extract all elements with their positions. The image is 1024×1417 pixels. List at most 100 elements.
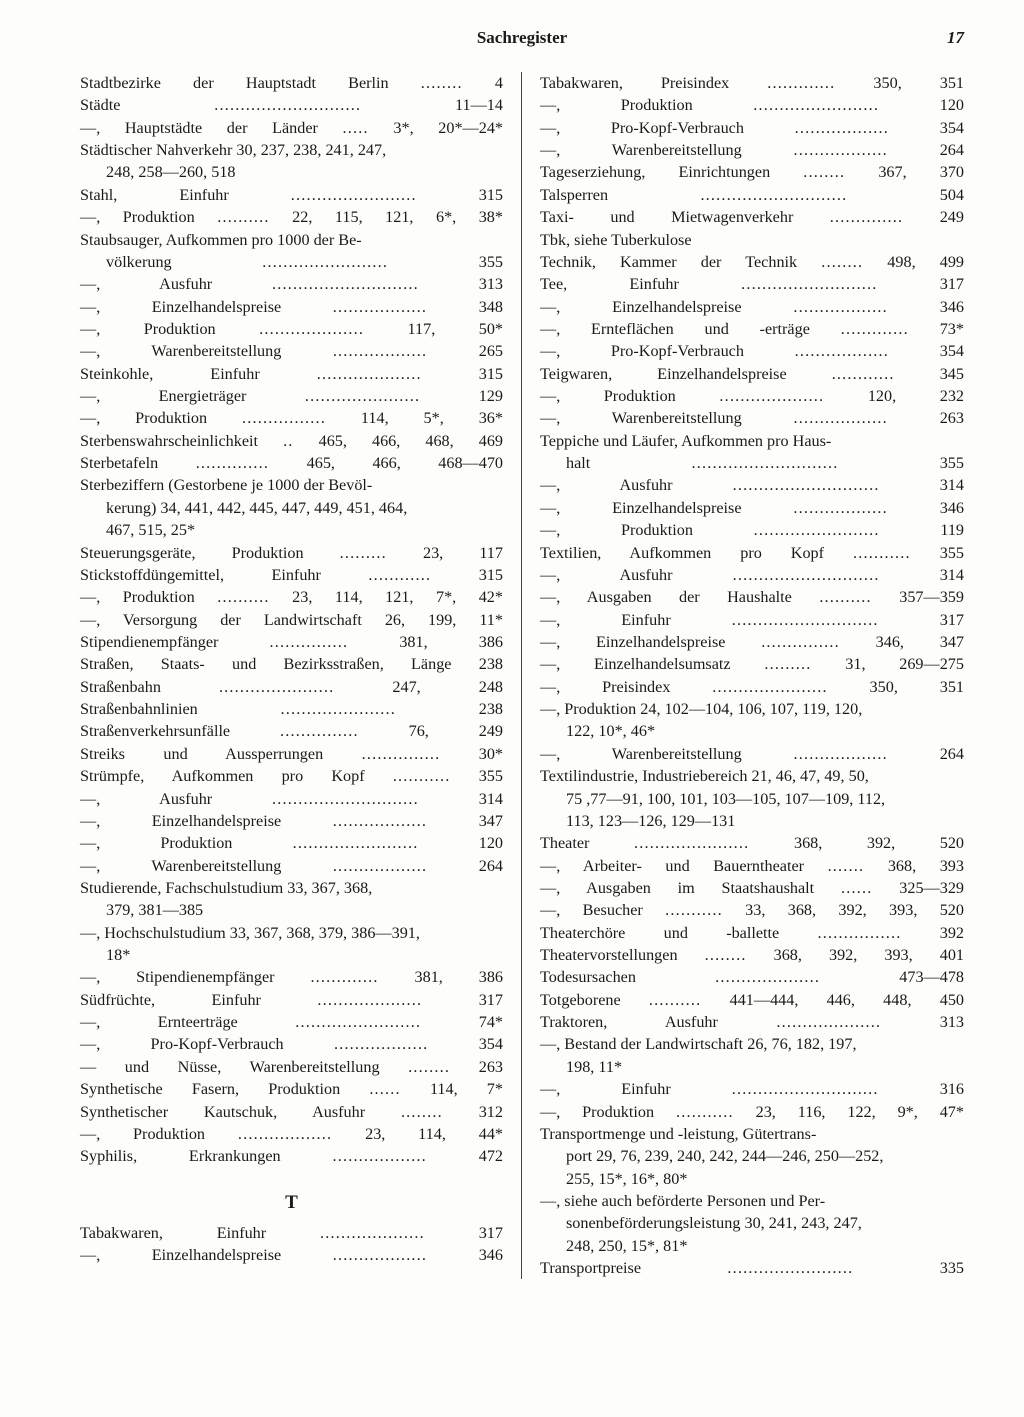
- index-term: —, Warenbereitstellung: [540, 745, 793, 763]
- leader-dots: ........................: [727, 1259, 853, 1277]
- leader-dots: .........: [764, 655, 811, 673]
- index-entry: Theatervorstellungen ........ 368, 392, …: [540, 944, 964, 966]
- leader-dots: ..................: [795, 342, 889, 360]
- index-pages: 264: [888, 141, 964, 159]
- index-term: —, Warenbereitstellung: [540, 409, 793, 427]
- index-entry: Sterbeziffern (Gestorbene je 1000 der Be…: [80, 474, 503, 496]
- index-term: —, Einzelhandelspreise: [80, 298, 333, 316]
- index-entry: Synthetische Fasern, Produktion ...... 1…: [80, 1078, 503, 1100]
- index-entry: —, Energieträger ...................... …: [80, 385, 503, 407]
- index-entry-continuation: sonenbeförderungsleistung 30, 241, 243, …: [540, 1212, 964, 1234]
- index-entry: Totgeborene .......... 441—444, 446, 448…: [540, 989, 964, 1011]
- index-pages: 119: [880, 521, 964, 539]
- index-entry: —, Ausgaben der Haushalte .......... 357…: [540, 586, 964, 608]
- leader-dots: .............: [841, 320, 909, 338]
- leader-dots: ..............: [196, 454, 269, 472]
- index-term: Theatervorstellungen: [540, 946, 705, 964]
- leader-dots: ............................: [214, 96, 361, 114]
- index-entry-continuation: kerung) 34, 441, 442, 445, 447, 449, 451…: [80, 497, 503, 519]
- index-entry: —, Produktion .......... 23, 114, 121, 7…: [80, 586, 503, 608]
- leader-dots: ...............: [362, 745, 441, 763]
- leader-dots: ....................: [776, 1013, 881, 1031]
- index-pages: 355: [451, 767, 503, 785]
- index-entry-continuation: 18*: [80, 944, 503, 966]
- index-entry: Stadtbezirke der Hauptstadt Berlin .....…: [80, 72, 503, 94]
- index-entry: —, Pro-Kopf-Verbrauch ..................…: [80, 1033, 503, 1055]
- index-term: Straßenbahn: [80, 678, 219, 696]
- leader-dots: ......: [841, 879, 872, 897]
- index-entry: —, Einzelhandelspreise .................…: [80, 1244, 503, 1266]
- leader-dots: ................: [242, 409, 326, 427]
- index-pages: 347: [427, 812, 503, 830]
- index-pages: 315: [431, 566, 503, 584]
- index-entry: völkerung ........................ 355: [80, 251, 503, 273]
- index-entry: —, Hochschulstudium 33, 367, 368, 379, 3…: [80, 922, 503, 944]
- index-entry-continuation: 198, 11*: [540, 1056, 964, 1078]
- leader-dots: ............................: [733, 476, 880, 494]
- leader-dots: .............: [310, 968, 378, 986]
- index-entry: — und Nüsse, Warenbereitstellung .......…: [80, 1056, 503, 1078]
- index-term: —, Stipendienempfänger: [80, 968, 310, 986]
- index-entry: —, Arbeiter- und Bauerntheater ....... 3…: [540, 855, 964, 877]
- index-term: —, Produktion: [80, 208, 217, 226]
- index-entry: —, Produktion ........................ 1…: [540, 94, 964, 116]
- index-entry-continuation: 255, 15*, 16*, 80*: [540, 1168, 964, 1190]
- leader-dots: ........................: [293, 834, 419, 852]
- index-term: Streiks und Aussperrungen: [80, 745, 362, 763]
- index-term: —, Produktion: [540, 1103, 676, 1121]
- page: Sachregister 17 Stadtbezirke der Hauptst…: [0, 0, 1024, 1417]
- leader-dots: ..................: [793, 141, 887, 159]
- index-entry: Textilindustrie, Industriebereich 21, 46…: [540, 765, 964, 787]
- index-pages: 117, 50*: [364, 320, 503, 338]
- index-pages: 317: [878, 275, 965, 293]
- index-pages: 30*: [440, 745, 503, 763]
- index-entry: —, Bestand der Landwirtschaft 26, 76, 18…: [540, 1033, 964, 1055]
- index-term: —, Produktion: [80, 409, 242, 427]
- leader-dots: ..................: [333, 1246, 427, 1264]
- index-term: Textilien, Aufkommen pro Kopf: [540, 544, 853, 562]
- index-entry: Tabakwaren, Einfuhr ....................…: [80, 1222, 503, 1244]
- index-entry: —, Produktion ........... 23, 116, 122, …: [540, 1101, 964, 1123]
- index-pages: 247, 248: [334, 678, 503, 696]
- index-entry: Tee, Einfuhr .......................... …: [540, 273, 964, 295]
- index-entry-continuation: 379, 381—385: [80, 899, 503, 921]
- index-term: Totgeborene: [540, 991, 649, 1009]
- index-entry: —, Ausfuhr ............................ …: [540, 564, 964, 586]
- index-entry: —, Einzelhandelspreise .................…: [540, 497, 964, 519]
- index-entry: Städte ............................ 11—1…: [80, 94, 503, 116]
- index-entry: —, Einzelhandelspreise .................…: [540, 296, 964, 318]
- leader-dots: ..................: [333, 298, 427, 316]
- leader-dots: ........: [803, 163, 845, 181]
- index-entry: —, Einfuhr ............................ …: [540, 609, 964, 631]
- leader-dots: ..................: [793, 409, 887, 427]
- leader-dots: .............: [767, 74, 835, 92]
- index-term: Synthetische Fasern, Produktion: [80, 1080, 369, 1098]
- leader-dots: ..........: [819, 588, 871, 606]
- index-pages: 316: [879, 1080, 964, 1098]
- leader-dots: ......................: [712, 678, 827, 696]
- leader-dots: ....................: [715, 968, 820, 986]
- leader-dots: ..................: [333, 812, 427, 830]
- index-pages: 317: [879, 611, 964, 629]
- leader-dots: ....................: [320, 1224, 425, 1242]
- index-pages: 22, 115, 121, 6*, 38*: [270, 208, 503, 226]
- index-term: —, Pro-Kopf-Verbrauch: [540, 119, 795, 137]
- index-pages: 263: [888, 409, 964, 427]
- index-entry-continuation: 75 ,77—91, 100, 101, 103—105, 107—109, 1…: [540, 788, 964, 810]
- index-entry: —, Warenbereitstellung .................…: [80, 340, 503, 362]
- index-term: Straßenverkehrsunfälle: [80, 722, 280, 740]
- index-pages: 315: [422, 365, 503, 383]
- index-pages: 317: [422, 991, 503, 1009]
- index-term: Straßenbahnlinien: [80, 700, 281, 718]
- leader-dots: ...........: [676, 1103, 734, 1121]
- index-term: —, Besucher: [540, 901, 665, 919]
- index-entry-continuation: 248, 258—260, 518: [80, 161, 503, 183]
- leader-dots: ...............: [280, 722, 359, 740]
- index-term: —, Ausfuhr: [540, 476, 733, 494]
- index-term: Theaterchöre und -ballette: [540, 924, 818, 942]
- leader-dots: ...............: [761, 633, 840, 651]
- index-term: Steuerungsgeräte, Produktion: [80, 544, 340, 562]
- index-pages: 473—478: [820, 968, 964, 986]
- index-pages: 314: [880, 566, 964, 584]
- index-term: —, Ernteflächen und -erträge: [540, 320, 841, 338]
